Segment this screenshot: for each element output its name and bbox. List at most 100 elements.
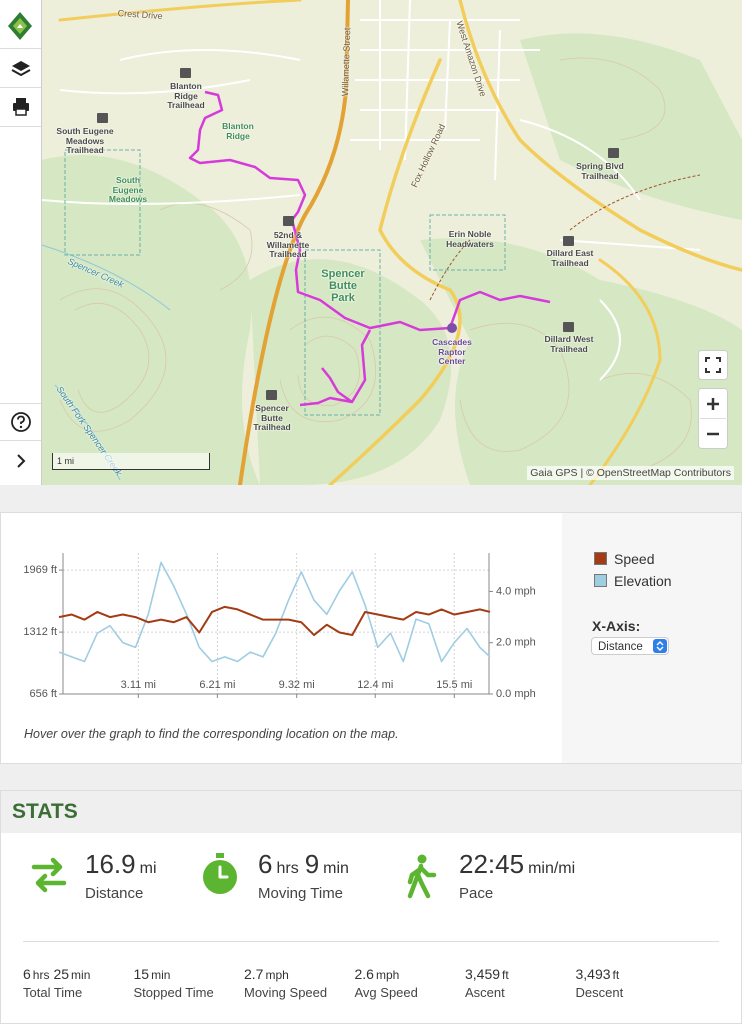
stat-number: 6 <box>258 849 273 879</box>
x-axis-option: Distance <box>598 641 643 653</box>
stat-unit: ft <box>612 968 620 982</box>
scale-bar: 1 mi <box>52 453 210 470</box>
logo <box>8 12 32 40</box>
x-tick-label: 3.11 mi <box>121 679 156 691</box>
stat-unit: hrs <box>276 860 299 877</box>
stat-value: 6 hrs 25 min <box>23 966 94 984</box>
legend-label: Speed <box>614 551 655 567</box>
stat-label: Distance <box>85 885 144 902</box>
stat-value: 2.7 mph <box>244 966 293 984</box>
y-tick-label: 656 ft <box>29 688 57 700</box>
map-label: Spencer Butte Trailhead <box>253 403 291 432</box>
attribution: Gaia GPS | © OpenStreetMap Contributors <box>527 466 734 480</box>
legend-swatch <box>594 552 607 565</box>
stat-unit: mph <box>375 968 400 982</box>
stat-label: Moving Speed <box>244 985 328 1000</box>
stat-unit: min/mi <box>528 860 576 877</box>
stats-title: STATS <box>12 800 78 823</box>
stat-label: Ascent <box>465 985 505 1000</box>
time-icon <box>203 853 237 894</box>
map-label: South Eugene Meadows <box>108 175 148 204</box>
expand-button[interactable] <box>0 440 41 484</box>
stat-label: Avg Speed <box>354 985 418 1000</box>
series-line <box>58 605 491 637</box>
chart-panel: 3.11 mi 6.21 mi 9.32 mi 12.4 mi 15.5 mi 656 f… <box>0 512 742 764</box>
help-icon <box>11 412 31 432</box>
stats-header: STATS <box>1 791 741 833</box>
stat-unit: hrs <box>32 968 50 982</box>
pace-icon <box>407 854 437 899</box>
divider <box>23 941 719 942</box>
stat-label: Stopped Time <box>133 985 214 1000</box>
stat-label: Pace <box>459 885 494 902</box>
map-label: Cascades Raptor Center <box>432 337 472 366</box>
toolbar <box>0 0 42 485</box>
trails <box>429 174 701 301</box>
stat-unit: ft <box>502 968 509 982</box>
x-tick-label: 15.5 mi <box>436 679 472 691</box>
legend: Speed Elevation X-Axis: Distance <box>562 513 741 763</box>
stat-value: 2.6 mph <box>355 966 404 984</box>
map-label: 52nd & Willamette Trailhead <box>266 230 310 259</box>
map-controls <box>698 350 728 449</box>
stat-value: 22:45 min/mi <box>459 849 581 880</box>
logo-button[interactable] <box>0 0 41 49</box>
map-label: Dillard East Trailhead <box>546 248 594 268</box>
stat-number: 3,459 <box>465 966 501 982</box>
chevron-icon <box>17 454 26 468</box>
trailhead-icons <box>97 68 619 400</box>
x-axis-select[interactable]: Distance <box>591 637 669 655</box>
stat-value: 15 min <box>134 966 175 984</box>
map-label: Spencer Butte Park <box>321 268 365 304</box>
map-label: Blanton Ridge <box>222 121 254 141</box>
map[interactable]: Crest Drive Willamette Street West Amazo… <box>0 0 742 485</box>
stat-label: Total Time <box>23 985 83 1000</box>
chart[interactable]: 3.11 mi 6.21 mi 9.32 mi 12.4 mi 15.5 mi 656 f… <box>1 513 561 713</box>
stat-number: 15 <box>133 966 150 982</box>
y-tick-label: 1969 ft <box>23 564 57 576</box>
stat-number: 22:45 <box>459 849 525 879</box>
stat-unit: min <box>323 860 349 877</box>
stat-unit: mph <box>265 968 289 982</box>
fullscreen-button[interactable] <box>698 350 728 380</box>
x-axis-label: X-Axis: <box>592 618 641 634</box>
help-button[interactable] <box>0 403 41 441</box>
y2-tick-label: 4.0 mph <box>496 585 536 597</box>
forest <box>42 33 742 485</box>
x-tick-label: 9.32 mi <box>279 679 315 691</box>
stat-number: 9 <box>304 849 320 879</box>
distance-icon <box>31 857 67 893</box>
x-tick-label: 6.21 mi <box>199 679 235 691</box>
stat-number: 6 <box>23 966 31 982</box>
park-boundaries <box>64 149 506 416</box>
map-label: Dillard West Trailhead <box>544 334 594 354</box>
stat-unit: min <box>71 968 91 982</box>
stat-value: 3,459 ft <box>465 966 513 984</box>
zoom-icons <box>707 398 719 436</box>
stat-label: Moving Time <box>258 885 344 902</box>
stat-unit: mi <box>139 860 157 877</box>
stat-number: 3,493 <box>575 966 611 982</box>
stat-number: 2.7 <box>244 966 264 982</box>
stats-panel: STATS 16.9 mi Distance 6 hrs 9 min Moving Time 2… <box>0 790 742 1024</box>
stat-number: 2.6 <box>354 966 374 982</box>
series-line <box>58 561 491 663</box>
stat-number: 16.9 <box>85 849 136 879</box>
layers-icon <box>11 61 31 77</box>
layers-button[interactable] <box>0 49 41 88</box>
map-label: Erin Noble Headwaters <box>446 229 494 249</box>
print-button[interactable] <box>0 88 41 127</box>
map-label: South Eugene Meadows Trailhead <box>56 126 114 155</box>
map-canvas <box>41 0 742 485</box>
map-label: Blanton Ridge Trailhead <box>167 81 205 110</box>
y2-tick-label: 0.0 mph <box>496 688 536 700</box>
print-icon <box>13 98 29 116</box>
y2-tick-label: 2.0 mph <box>496 637 536 649</box>
select-arrow <box>653 639 667 653</box>
x-tick-label: 12.4 mi <box>357 679 393 691</box>
major-roads <box>58 0 742 485</box>
stat-value: 6 hrs 9 min <box>258 849 355 880</box>
chart-note: Hover over the graph to find the corresp… <box>24 727 399 741</box>
stat-label: Descent <box>575 985 624 1000</box>
